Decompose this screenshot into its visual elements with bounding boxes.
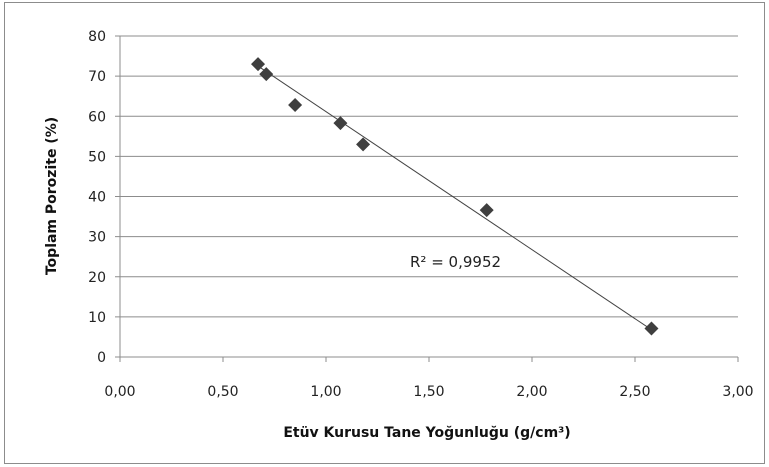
x-axis-title: Etüv Kurusu Tane Yoğunluğu (g/cm³) bbox=[283, 425, 570, 441]
trendline-group bbox=[257, 65, 652, 331]
x-tick-labels: 0,00 0,50 1,00 1,50 2,00 2,50 3,00 bbox=[104, 384, 753, 400]
data-point bbox=[333, 116, 348, 131]
y-tick-label: 0 bbox=[97, 350, 106, 366]
y-tick-label: 80 bbox=[88, 29, 106, 45]
y-tick-label: 50 bbox=[88, 149, 106, 165]
y-tick-label: 40 bbox=[88, 190, 106, 206]
y-tick-label: 70 bbox=[88, 69, 106, 85]
x-tick-label: 3,00 bbox=[722, 384, 753, 400]
data-point bbox=[644, 321, 659, 336]
y-tick-label: 10 bbox=[88, 310, 106, 326]
x-tick-label: 0,00 bbox=[104, 384, 135, 400]
chart-frame bbox=[4, 2, 765, 464]
data-points bbox=[251, 57, 659, 336]
axes bbox=[115, 35, 739, 362]
x-tick-label: 1,50 bbox=[413, 384, 444, 400]
trendline bbox=[257, 65, 652, 331]
gridlines bbox=[120, 35, 738, 318]
data-point bbox=[259, 67, 274, 82]
data-point bbox=[288, 98, 303, 113]
x-tick-label: 2,50 bbox=[619, 384, 650, 400]
y-tick-label: 60 bbox=[88, 109, 106, 125]
x-tick-label: 0,50 bbox=[207, 384, 238, 400]
y-tick-label: 20 bbox=[88, 270, 106, 286]
r-squared-annotation: R² = 0,9952 bbox=[410, 253, 501, 271]
y-tick-label: 30 bbox=[88, 230, 106, 246]
data-point bbox=[479, 203, 494, 218]
data-point bbox=[251, 57, 266, 72]
y-tick-labels: 0 10 20 30 40 50 60 70 80 bbox=[88, 29, 106, 366]
x-tick-label: 2,00 bbox=[516, 384, 547, 400]
x-tick-label: 1,00 bbox=[310, 384, 341, 400]
y-axis-title: Toplam Porozite (%) bbox=[44, 117, 60, 275]
data-point bbox=[356, 137, 371, 152]
